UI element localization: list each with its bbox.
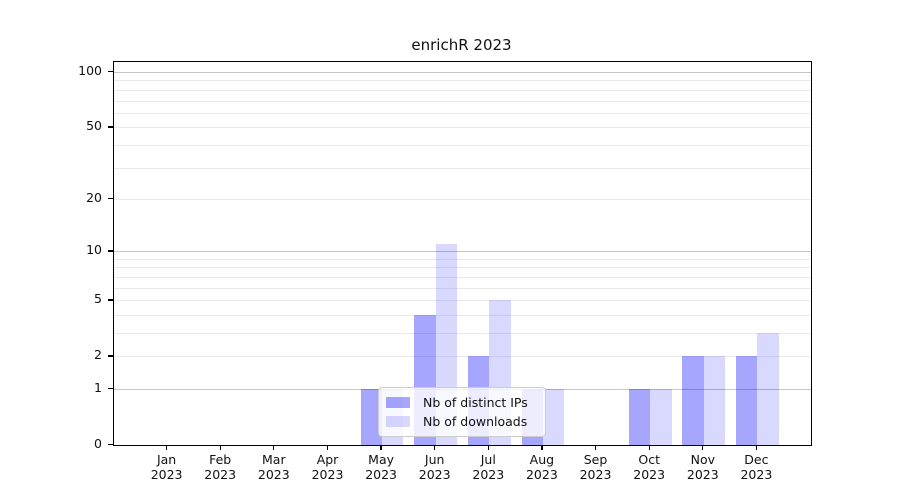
legend-row-downloads: Nb of downloads xyxy=(386,412,537,431)
y-tick-mark xyxy=(108,299,113,301)
bar-downloads xyxy=(542,389,565,445)
y-tick-label: 1 xyxy=(94,380,102,395)
bar-downloads xyxy=(703,356,726,445)
bar-distinct-ips xyxy=(628,389,651,445)
minor-gridline xyxy=(114,300,811,302)
x-tick-label-year: 2023 xyxy=(472,467,505,482)
minor-gridline xyxy=(114,167,811,169)
x-tick-label-year: 2023 xyxy=(418,467,451,482)
minor-gridline xyxy=(114,276,811,278)
major-gridline xyxy=(114,251,811,253)
bar-downloads xyxy=(757,333,779,445)
x-tick-mark xyxy=(219,445,221,450)
bar-distinct-ips xyxy=(735,356,758,445)
x-tick-label-year: 2023 xyxy=(633,467,666,482)
minor-gridline xyxy=(114,89,811,91)
plot-area: Nb of distinct IPs Nb of downloads xyxy=(113,61,812,446)
x-tick-label-year: 2023 xyxy=(311,467,344,482)
x-tick-label-year: 2023 xyxy=(257,467,290,482)
x-tick-mark xyxy=(487,445,489,450)
y-tick-label: 20 xyxy=(86,189,102,205)
x-tick-label-year: 2023 xyxy=(686,467,719,482)
bar-downloads xyxy=(650,389,672,445)
legend: Nb of distinct IPs Nb of downloads xyxy=(378,387,546,437)
y-tick-mark xyxy=(108,71,113,73)
bar-distinct-ips xyxy=(682,356,704,445)
x-tick-mark xyxy=(165,445,168,450)
legend-swatch-distinct-ips xyxy=(386,397,410,408)
minor-gridline xyxy=(114,144,811,146)
x-tick-label-year: 2023 xyxy=(150,467,183,482)
x-tick-label: Nov 2023 xyxy=(671,452,735,482)
y-tick-mark xyxy=(108,250,113,252)
x-tick-label: Dec 2023 xyxy=(724,452,788,482)
legend-row-distinct-ips: Nb of distinct IPs xyxy=(386,393,537,412)
y-tick-label: 0 xyxy=(94,436,102,451)
y-tick-label: 5 xyxy=(94,291,102,307)
minor-gridline xyxy=(114,287,811,289)
x-tick-label: Mar 2023 xyxy=(242,452,306,482)
y-tick-mark xyxy=(108,388,113,390)
x-tick-label: Jul 2023 xyxy=(456,452,520,482)
x-tick-label-year: 2023 xyxy=(365,467,397,482)
x-tick-label: Aug 2023 xyxy=(510,452,574,482)
legend-label-distinct-ips: Nb of distinct IPs xyxy=(423,395,528,410)
x-tick-mark xyxy=(434,445,436,450)
y-tick-mark xyxy=(108,126,113,128)
x-tick-label-year: 2023 xyxy=(525,467,558,482)
x-tick-label: Feb 2023 xyxy=(188,452,252,482)
x-tick-mark xyxy=(273,445,275,450)
x-tick-label-year: 2023 xyxy=(204,467,237,482)
minor-gridline xyxy=(114,314,811,316)
x-tick-label-year: 2023 xyxy=(579,467,612,482)
minor-gridline xyxy=(114,267,811,269)
minor-gridline xyxy=(114,127,811,129)
y-tick-label: 50 xyxy=(86,118,102,134)
minor-gridline xyxy=(114,198,811,200)
minor-gridline xyxy=(114,112,811,114)
x-tick-mark xyxy=(380,445,382,450)
x-tick-label-year: 2023 xyxy=(740,467,773,482)
legend-label-downloads: Nb of downloads xyxy=(423,414,528,429)
y-tick-label: 100 xyxy=(78,63,102,78)
y-tick-label: 10 xyxy=(86,242,102,258)
x-tick-mark xyxy=(594,445,597,450)
minor-gridline xyxy=(114,258,811,260)
x-tick-mark xyxy=(755,445,758,450)
x-tick-label: Apr 2023 xyxy=(296,452,360,482)
x-tick-mark xyxy=(648,445,650,450)
x-tick-mark xyxy=(326,445,329,450)
x-tick-label: Oct 2023 xyxy=(617,452,681,482)
minor-gridline xyxy=(114,356,811,358)
x-tick-label: Jan 2023 xyxy=(135,452,199,482)
x-tick-mark xyxy=(702,445,704,450)
y-tick-mark xyxy=(108,444,113,446)
major-gridline xyxy=(114,72,811,73)
bar-distinct-ips xyxy=(360,389,382,445)
y-tick-mark xyxy=(108,355,113,357)
minor-gridline xyxy=(114,333,811,334)
y-tick-label: 2 xyxy=(94,347,102,363)
x-tick-label: Jun 2023 xyxy=(403,452,467,482)
y-tick-mark xyxy=(108,197,113,200)
legend-swatch-downloads xyxy=(386,416,410,427)
chart-title: enrichR 2023 xyxy=(411,36,512,54)
x-tick-label: Sep 2023 xyxy=(564,452,628,482)
x-tick-mark xyxy=(541,445,543,450)
minor-gridline xyxy=(114,100,811,102)
minor-gridline xyxy=(114,80,811,82)
x-tick-label: May 2023 xyxy=(349,452,413,482)
